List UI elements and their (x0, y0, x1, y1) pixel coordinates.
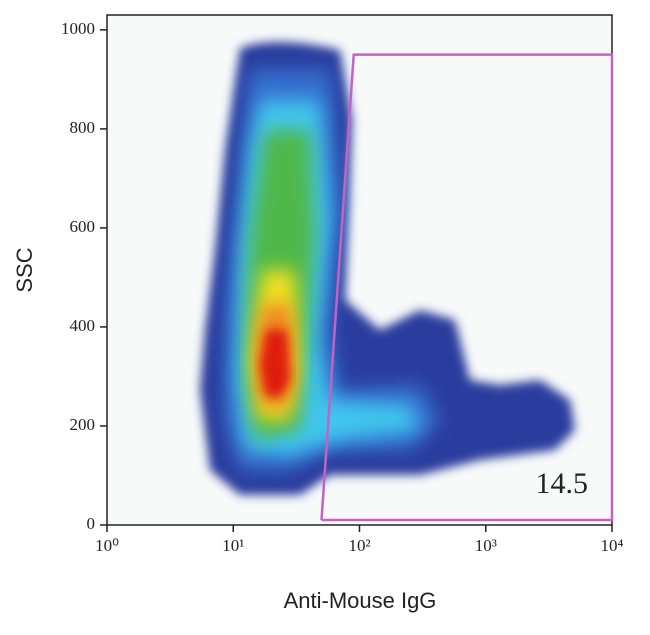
gate (320, 53, 614, 522)
density-cloud (200, 41, 575, 495)
y-tick-label: 0 (87, 514, 96, 533)
y-tick-label: 1000 (61, 19, 95, 38)
y-tick-label: 800 (70, 118, 96, 137)
x-axis-title: Anti-Mouse IgG (284, 588, 437, 613)
x-tick-label: 10⁴ (601, 536, 624, 555)
x-tick-label: 10¹ (222, 536, 244, 555)
y-tick-label: 200 (70, 415, 96, 434)
gate-label: 14.5 (536, 467, 589, 500)
y-tick-label: 400 (70, 316, 96, 335)
x-tick-label: 10³ (475, 536, 497, 555)
x-tick-label: 10⁰ (95, 536, 119, 555)
y-axis-title: SSC (12, 247, 37, 292)
x-tick-label: 10² (348, 536, 370, 555)
y-tick-label: 600 (70, 217, 96, 236)
